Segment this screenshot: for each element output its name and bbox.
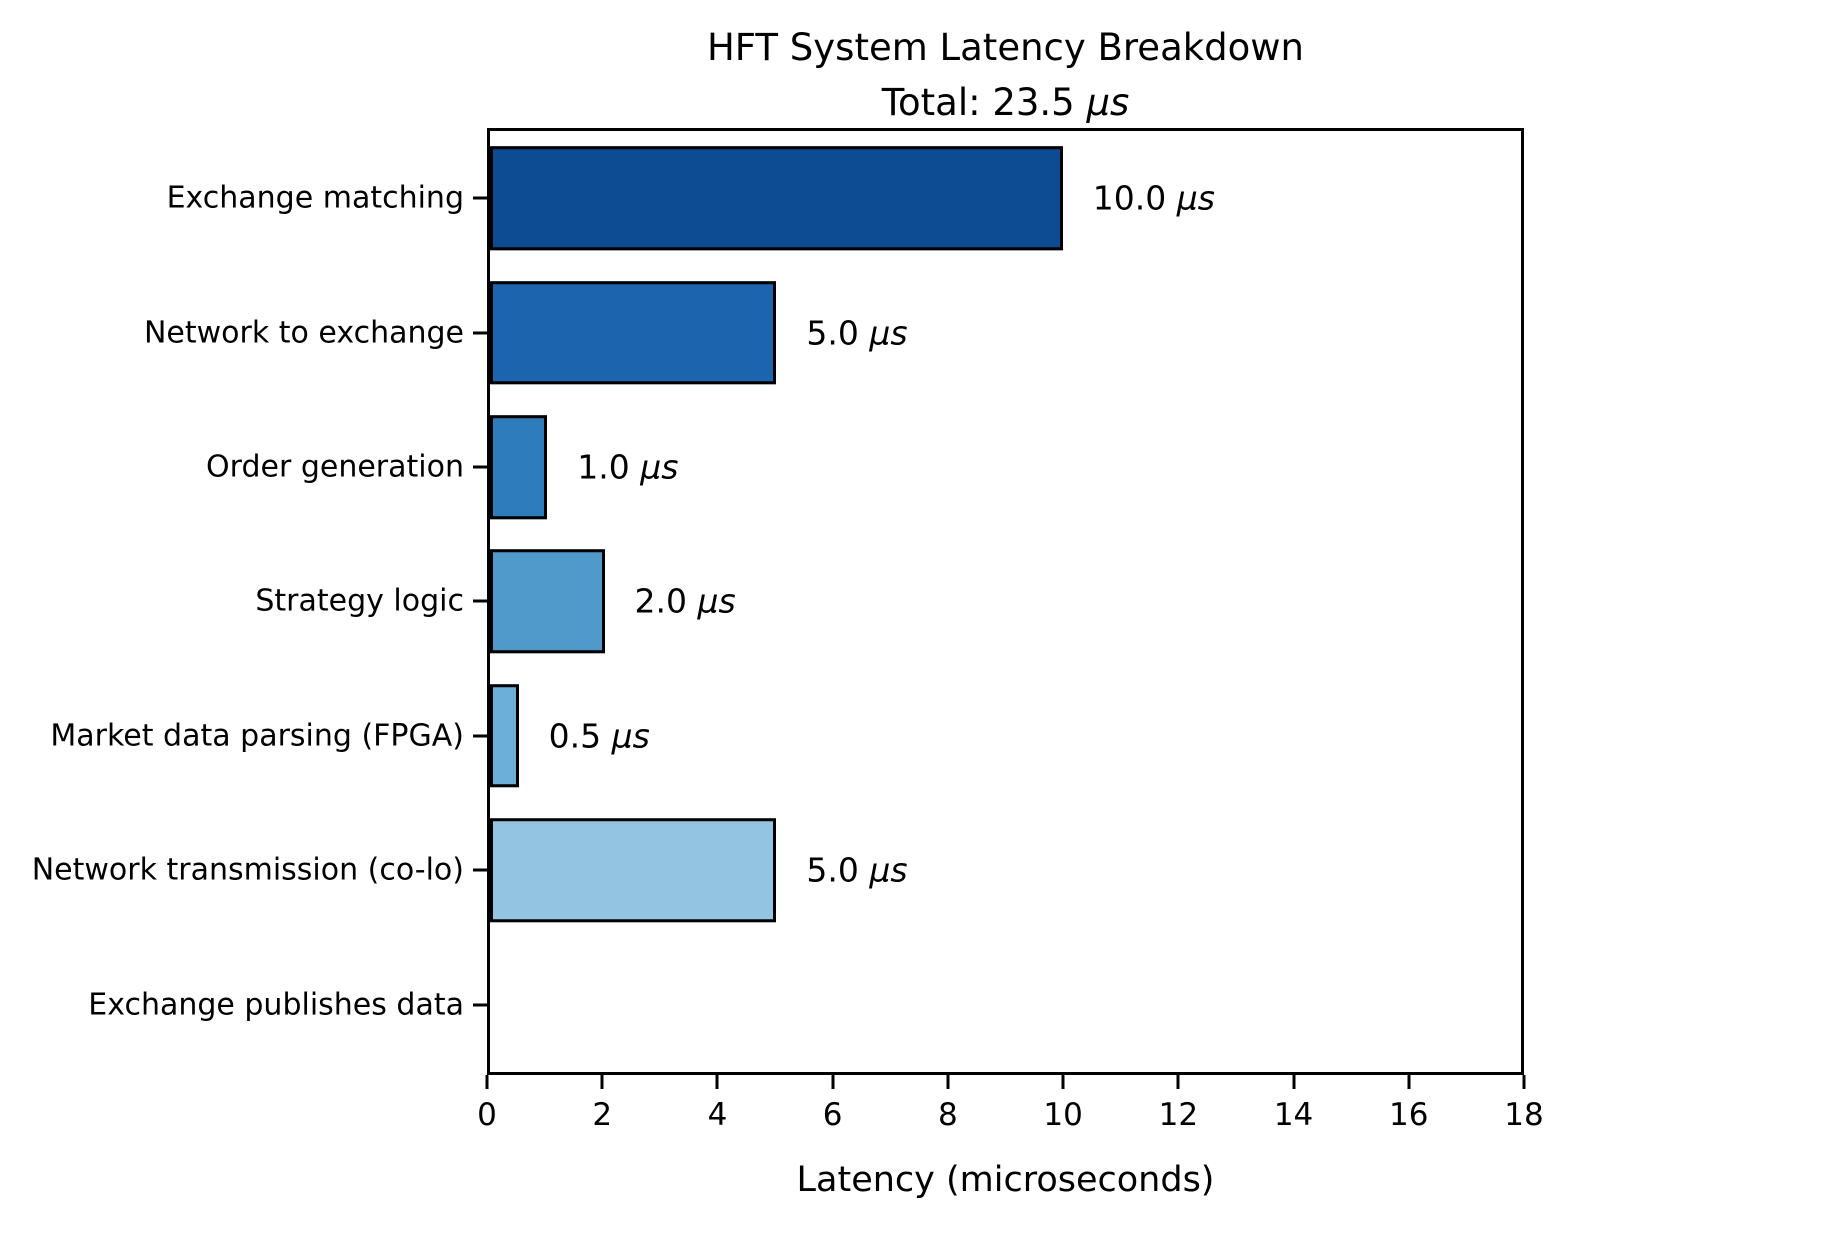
value-label: 5.0 μs (806, 851, 907, 890)
x-tick (1061, 1075, 1065, 1089)
value-label: 5.0 μs (806, 313, 907, 352)
category-label: Network to exchange (143, 315, 464, 351)
bar (490, 818, 777, 923)
x-tick (1522, 1075, 1526, 1089)
category-label: Strategy logic (255, 583, 464, 619)
x-tick-label: 16 (1389, 1097, 1429, 1133)
bar-row: Order generation 1.0 μs (206, 400, 1521, 534)
value-unit: μs (611, 716, 650, 756)
bar-row: Strategy logic 2.0 μs (255, 534, 1521, 668)
category-label: Network transmission (co-lo) (31, 852, 464, 888)
chart-title-line2: Total: 23.5 μs (487, 75, 1524, 130)
value-number: 0.5 (548, 716, 612, 756)
x-tick-label: 14 (1273, 1097, 1314, 1133)
x-tick-label: 4 (707, 1097, 728, 1133)
value-unit: μs (640, 447, 679, 487)
x-tick (485, 1075, 489, 1089)
x-tick (715, 1075, 719, 1089)
x-tick (1176, 1075, 1180, 1089)
value-label: 10.0 μs (1093, 179, 1215, 218)
category-label: Order generation (206, 449, 464, 485)
chart-title-line1: HFT System Latency Breakdown (706, 26, 1305, 69)
value-label: 0.5 μs (549, 716, 650, 755)
value-number: 10.0 (1092, 178, 1177, 218)
chart-title-total-text: Total: 23.5 (881, 81, 1087, 124)
plot-area: Exchange matching 10.0 μs Network to excha… (32, 128, 1524, 1075)
bar (490, 415, 548, 519)
bar-row: Network transmission (co-lo) 5.0 μs (32, 803, 1521, 937)
chart-title-unit: μs (1086, 81, 1130, 124)
x-tick (831, 1075, 835, 1089)
y-tick (473, 196, 487, 200)
chart-title: HFT System Latency Breakdown Total: 23.5… (487, 20, 1524, 130)
value-label: 2.0 μs (635, 582, 736, 621)
x-axis-label: Latency (microseconds) (796, 1160, 1215, 1200)
y-tick (473, 734, 487, 738)
value-unit: μs (869, 313, 908, 353)
category-label: Exchange publishes data (88, 987, 464, 1023)
x-axis-ticks: 0 2 4 6 8 10 12 14 16 18 (477, 1075, 1544, 1155)
value-number: 5.0 (806, 850, 870, 890)
value-label: 1.0 μs (577, 448, 678, 487)
x-tick-label: 0 (477, 1097, 497, 1133)
bar-rows: Exchange matching 10.0 μs Network to excha… (32, 131, 1521, 1072)
bar (490, 684, 519, 788)
value-unit: μs (697, 581, 736, 621)
value-number: 1.0 (577, 447, 641, 487)
y-tick (473, 599, 487, 603)
bar-row: Exchange matching 10.0 μs (167, 131, 1521, 265)
category-label: Market data parsing (FPGA) (50, 718, 464, 754)
x-tick (1407, 1075, 1411, 1089)
x-tick (946, 1075, 950, 1089)
y-tick (473, 465, 487, 469)
bar (490, 146, 1063, 250)
x-tick (600, 1075, 604, 1089)
bar-row: Network to exchange 5.0 μs (144, 265, 1521, 399)
x-tick-label: 8 (938, 1097, 958, 1133)
x-tick-label: 18 (1504, 1097, 1544, 1133)
x-tick-label: 6 (822, 1097, 843, 1133)
bar (490, 280, 777, 385)
value-number: 2.0 (634, 581, 698, 621)
category-label: Exchange matching (166, 180, 464, 216)
x-tick-label: 10 (1043, 1097, 1083, 1133)
bar-row: Market data parsing (FPGA) 0.5 μs (50, 669, 1521, 803)
y-tick (473, 1003, 487, 1007)
y-tick (473, 331, 487, 335)
x-tick-label: 2 (592, 1097, 613, 1133)
value-unit: μs (869, 850, 908, 890)
bar-row: Exchange publishes data (88, 938, 1521, 1072)
x-tick-label: 12 (1158, 1097, 1199, 1133)
y-tick (473, 868, 487, 872)
value-number: 5.0 (806, 313, 870, 353)
x-tick (1292, 1075, 1296, 1089)
value-unit: μs (1176, 178, 1215, 218)
bar (490, 549, 605, 654)
